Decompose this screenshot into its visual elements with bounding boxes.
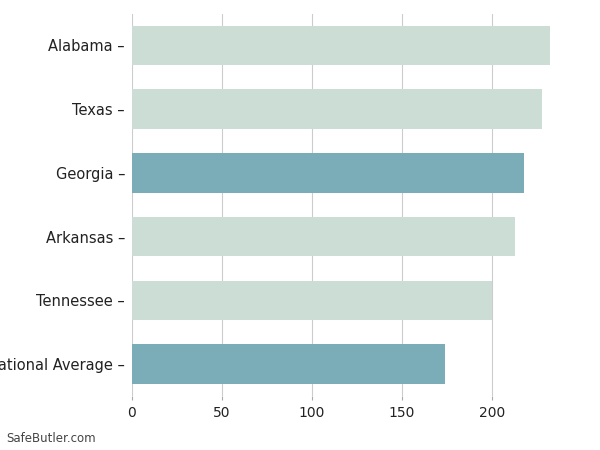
Bar bbox=[132, 26, 550, 65]
Bar bbox=[132, 344, 445, 384]
Text: SafeButler.com: SafeButler.com bbox=[6, 432, 95, 446]
Bar bbox=[132, 90, 542, 129]
Bar bbox=[132, 217, 515, 256]
Bar bbox=[132, 153, 524, 193]
Bar bbox=[132, 281, 492, 320]
